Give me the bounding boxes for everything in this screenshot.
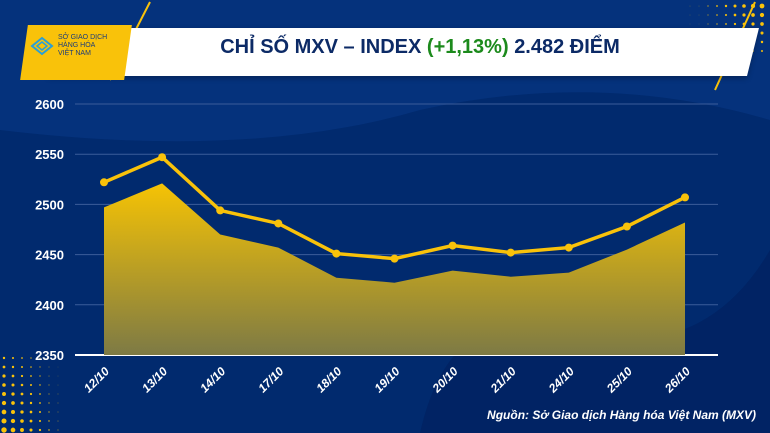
title-change: (+1,13%) [426,36,509,58]
title-prefix: CHỈ SỐ MXV – INDEX [220,36,422,58]
x-tick-label: 12/10 [81,364,112,395]
data-point [448,241,457,250]
data-point [332,249,341,258]
source-note: Nguồn: Sở Giao dịch Hàng hóa Việt Nam (M… [487,408,756,422]
data-point [506,248,515,257]
chart: 2350 2400 2450 2500 2550 2600 12/10 13/10 14/10 1… [35,97,718,396]
x-tick-label: 17/10 [255,364,286,395]
data-point [100,178,108,187]
logo-line: HÀNG HÓA [58,42,96,49]
y-tick-label: 2550 [35,147,64,162]
data-point [216,206,225,215]
logo-line: SỞ GIAO DỊCH [58,34,108,41]
y-tick-label: 2450 [35,248,64,263]
data-point [274,219,283,228]
y-tick-label: 2600 [35,97,64,112]
x-tick-label: 19/10 [371,364,402,395]
y-tick-label: 2350 [35,348,64,363]
x-tick-label: 14/10 [197,364,228,395]
dot-pattern-left [1,356,59,433]
data-point [681,193,689,202]
x-tick-label: 18/10 [313,364,344,395]
logo: SỞ GIAO DỊCH HÀNG HÓA VIỆT NAM [30,34,118,58]
data-point [622,222,631,231]
x-tick-label: 13/10 [139,364,170,395]
y-tick-label: 2400 [35,298,64,313]
page-title: CHỈ SỐ MXV – INDEX (+1,13%) 2.482 ĐIỂM [160,36,680,59]
data-point [390,254,399,263]
mxv-logo-icon [30,36,54,56]
y-tick-label: 2500 [35,197,64,212]
data-point [158,153,167,162]
logo-text: SỞ GIAO DỊCH HÀNG HÓA VIỆT NAM [58,34,118,58]
title-value: 2.482 ĐIỂM [514,36,620,58]
data-point [564,243,573,252]
logo-line: VIỆT NAM [58,50,91,57]
area-series [104,183,685,355]
